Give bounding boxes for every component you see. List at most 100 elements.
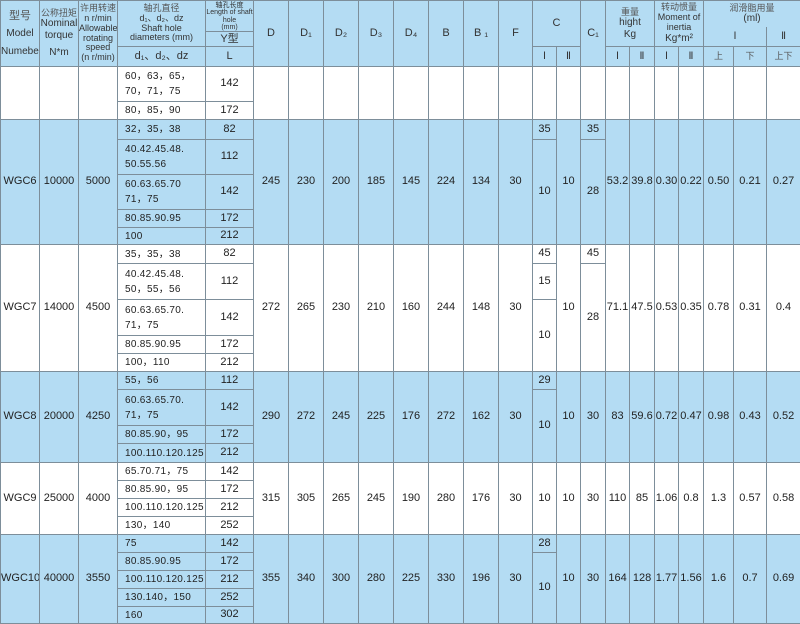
header-bore: 轴孔直径 d₁、d₂、dz Shaft hole diameters (mm)	[118, 1, 206, 47]
header-torque: 公称扭矩 Nominal torque N*m	[40, 1, 79, 67]
header-weight-unit: Kg	[606, 29, 654, 41]
speed-cell: 4500	[79, 245, 118, 372]
c-I-cell: 45	[533, 245, 557, 264]
weight-I-cell: 110	[606, 463, 630, 535]
header-weight-en: hight	[606, 17, 654, 29]
dim-B-cell: 224	[429, 120, 464, 245]
header-length-unit: (mm)	[206, 24, 253, 31]
dim-D2-cell: 265	[324, 463, 359, 535]
header-length-en: Length of shaft hole	[206, 9, 253, 24]
header-D3: D₃	[359, 1, 394, 67]
header-lube-upper: 上	[704, 47, 734, 67]
lube-upper-cell: 1.3	[704, 463, 734, 535]
dim-B-cell: 272	[429, 372, 464, 463]
header-lube-lower: 下	[734, 47, 767, 67]
dim-D2-cell	[324, 67, 359, 120]
model-cell: WGC6	[1, 120, 40, 245]
length-cell: 252	[206, 517, 254, 535]
dim-F-cell: 30	[499, 245, 533, 372]
lube-upper-cell: 0.50	[704, 120, 734, 245]
weight-I-cell: 71.1	[606, 245, 630, 372]
c-II-cell: 10	[557, 245, 581, 372]
lube-upper-cell	[704, 67, 734, 120]
bore-diameters-cell: 35，35，38	[118, 245, 206, 264]
header-lube-II: Ⅱ	[767, 27, 800, 46]
bore-diameters-cell: 80.85.90.95	[118, 336, 206, 354]
lube-both-cell: 0.27	[767, 120, 800, 245]
weight-II-cell: 128	[630, 535, 655, 624]
bore-diameters-cell: 100	[118, 228, 206, 245]
bore-diameters-cell: 100.110.120.125	[118, 444, 206, 463]
bore-diameters-cell: 60.63.65.70 71，75	[118, 175, 206, 210]
header-model: 型号 Model Numeber	[1, 1, 40, 67]
bore-diameters-cell: 40.42.45.48. 50，55，56	[118, 264, 206, 300]
bore-diameters-cell: 130.140，150	[118, 589, 206, 607]
weight-II-cell: 85	[630, 463, 655, 535]
dim-B-cell: 244	[429, 245, 464, 372]
c-I-cell: 10	[533, 553, 557, 624]
header-model-en: Model	[1, 28, 39, 40]
dim-D1-cell: 272	[289, 372, 324, 463]
dim-D3-cell: 225	[359, 372, 394, 463]
header-speed: 许用转速 n r/min Allowable rotating speed (n…	[79, 1, 118, 67]
dim-B1-cell: 176	[464, 463, 499, 535]
header-D4: D₄	[394, 1, 429, 67]
header-lube-cn: 润滑脂用量	[704, 3, 800, 13]
dim-D2-cell: 245	[324, 372, 359, 463]
dim-D3-cell	[359, 67, 394, 120]
dim-D4-cell: 225	[394, 535, 429, 624]
inertia-II-cell: 0.8	[679, 463, 704, 535]
inertia-I-cell: 1.77	[655, 535, 679, 624]
length-cell: 252	[206, 589, 254, 607]
dim-D-cell: 315	[254, 463, 289, 535]
dim-B1-cell	[464, 67, 499, 120]
length-cell: 112	[206, 372, 254, 390]
dim-D3-cell: 280	[359, 535, 394, 624]
dim-D2-cell: 200	[324, 120, 359, 245]
c-II-cell: 10	[557, 120, 581, 245]
header-speed-unit2: (n r/min)	[79, 53, 117, 63]
bore-diameters-cell: 60.63.65.70. 71，75	[118, 390, 206, 426]
bore-diameters-cell: 80.85.90，95	[118, 481, 206, 499]
dim-D1-cell: 230	[289, 120, 324, 245]
dim-B1-cell: 134	[464, 120, 499, 245]
length-cell: 112	[206, 264, 254, 300]
header-weight-II: Ⅱ	[630, 47, 655, 67]
weight-II-cell: 39.8	[630, 120, 655, 245]
model-cell	[1, 67, 40, 120]
bore-diameters-cell: 40.42.45.48. 50.55.56	[118, 140, 206, 175]
bore-diameters-cell: 100.110.120.125	[118, 499, 206, 517]
length-cell: 212	[206, 444, 254, 463]
length-cell: 212	[206, 499, 254, 517]
header-model-numeber: Numeber	[1, 46, 39, 58]
bore-diameters-cell: 55，56	[118, 372, 206, 390]
torque-cell: 20000	[40, 372, 79, 463]
model-cell: WGC9	[1, 463, 40, 535]
c-I-cell: 35	[533, 120, 557, 140]
dim-B-cell	[429, 67, 464, 120]
bore-diameters-cell: 80，85，90	[118, 102, 206, 120]
inertia-I-cell: 1.06	[655, 463, 679, 535]
c1-cell: 28	[581, 140, 606, 245]
lube-lower-cell	[734, 67, 767, 120]
dim-D4-cell: 160	[394, 245, 429, 372]
bore-diameters-cell: 60.63.65.70. 71，75	[118, 300, 206, 336]
lube-lower-cell: 0.7	[734, 535, 767, 624]
dim-D-cell: 272	[254, 245, 289, 372]
header-D: D	[254, 1, 289, 67]
header-bore-unit: (mm)	[172, 32, 193, 42]
c-I-cell: 10	[533, 390, 557, 463]
dim-D2-cell: 300	[324, 535, 359, 624]
c-I-cell: 10	[533, 140, 557, 245]
dim-F-cell: 30	[499, 535, 533, 624]
header-torque-unit: N*m	[40, 47, 78, 59]
speed-cell: 4250	[79, 372, 118, 463]
bore-diameters-cell: 160	[118, 607, 206, 624]
bore-diameters-cell: 80.85.90.95	[118, 210, 206, 228]
c-II-cell: 10	[557, 463, 581, 535]
header-C-I: Ⅰ	[533, 47, 557, 67]
torque-cell: 25000	[40, 463, 79, 535]
